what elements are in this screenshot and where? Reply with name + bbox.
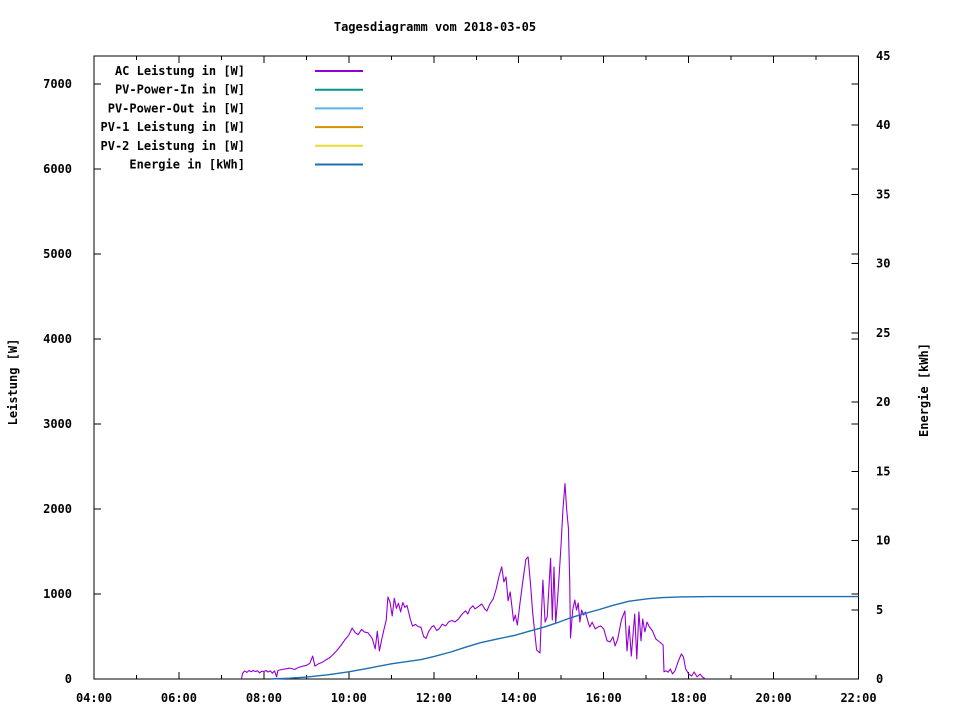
y-left-tick-label: 0 xyxy=(65,672,72,686)
y-right-tick-label: 25 xyxy=(876,326,890,340)
x-axis-tick-label: 08:00 xyxy=(246,691,282,705)
y-left-axis-label: Leistung [W] xyxy=(6,339,20,426)
x-axis-tick-label: 04:00 xyxy=(76,691,112,705)
y-left-tick-label: 2000 xyxy=(43,502,72,516)
x-axis-tick-label: 22:00 xyxy=(840,691,876,705)
x-axis-tick-label: 12:00 xyxy=(416,691,452,705)
legend-label-ac: AC Leistung in [W] xyxy=(115,64,245,78)
legend-label-pv1: PV-1 Leistung in [W] xyxy=(101,120,246,134)
y-right-axis-label: Energie [kWh] xyxy=(917,343,931,437)
x-axis-tick-label: 14:00 xyxy=(501,691,537,705)
y-right-tick-label: 5 xyxy=(876,603,883,617)
y-right-tick-label: 40 xyxy=(876,118,890,132)
y-right-tick-label: 10 xyxy=(876,534,890,548)
series-line-energie xyxy=(270,595,859,680)
y-right-tick-label: 45 xyxy=(876,49,890,63)
x-axis-tick-label: 20:00 xyxy=(755,691,791,705)
chart-title: Tagesdiagramm vom 2018-03-05 xyxy=(334,20,536,34)
y-left-tick-label: 5000 xyxy=(43,247,72,261)
y-right-tick-label: 20 xyxy=(876,395,890,409)
y-right-tick-label: 30 xyxy=(876,257,890,271)
y-right-tick-label: 0 xyxy=(876,672,883,686)
y-left-tick-label: 1000 xyxy=(43,587,72,601)
y-left-tick-label: 6000 xyxy=(43,162,72,176)
y-right-tick-label: 15 xyxy=(876,464,890,478)
y-left-tick-label: 4000 xyxy=(43,332,72,346)
y-left-tick-label: 7000 xyxy=(43,77,72,91)
x-axis-tick-label: 16:00 xyxy=(586,691,622,705)
legend-label-energie: Energie in [kWh] xyxy=(129,158,245,172)
legend-label-pv_out: PV-Power-Out in [W] xyxy=(108,101,245,115)
x-axis-tick-label: 10:00 xyxy=(331,691,367,705)
series-line-ac xyxy=(240,482,706,680)
plot-area: 04:00 06:00 08:00 10:00 12:00 14:00 16:00 18:00… xyxy=(43,49,890,705)
x-axis-tick-label: 06:00 xyxy=(161,691,197,705)
y-right-tick-label: 35 xyxy=(876,187,890,201)
y-left-tick-label: 3000 xyxy=(43,417,72,431)
x-axis-tick-label: 18:00 xyxy=(671,691,707,705)
legend-label-pv2: PV-2 Leistung in [W] xyxy=(101,139,246,153)
legend-label-pv_in: PV-Power-In in [W] xyxy=(115,83,245,97)
